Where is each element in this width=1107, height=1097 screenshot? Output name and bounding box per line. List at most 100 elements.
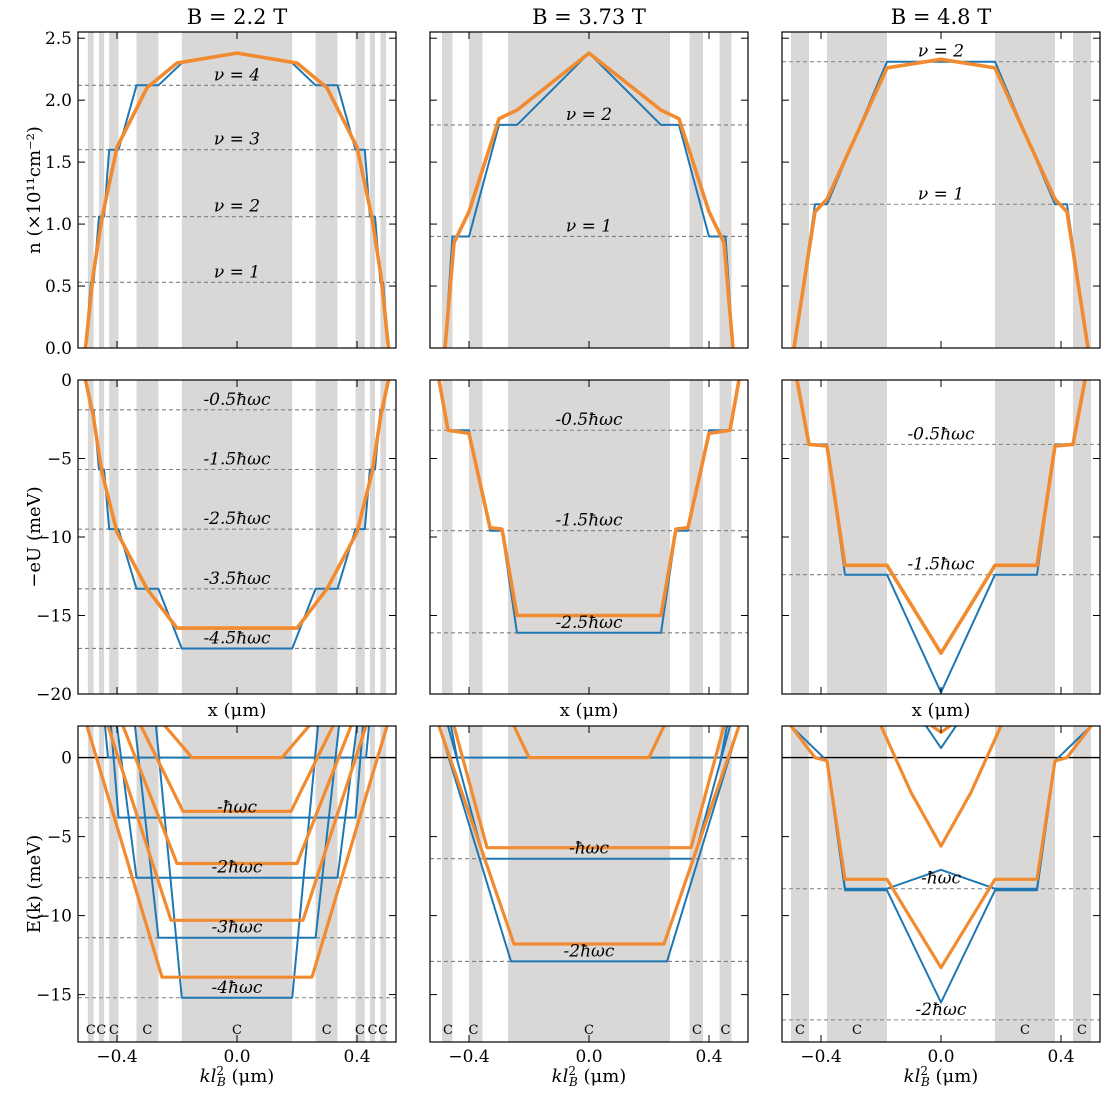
stripe [442, 726, 453, 1042]
band-orange [121, 726, 353, 866]
c-marker: C [378, 1023, 388, 1038]
level-label: -0.5ħωc [555, 410, 623, 430]
stripe [315, 32, 338, 348]
level-label: -1.5ħωc [203, 449, 271, 469]
x-axis-label: x (μm) [912, 700, 971, 721]
c-marker: C [1077, 1023, 1087, 1038]
panel-E-2: -ħωc -2ħωc C C C C −0.4 0.0 0.4 kl2 B (μm) [781, 725, 1101, 1089]
level-label: ν = 2 [214, 197, 260, 217]
stripe [87, 32, 94, 348]
y-tick-label: 0.5 [45, 277, 72, 297]
panel-n-1: ν = 1 ν = 2 [429, 31, 749, 349]
band-orange [512, 726, 666, 760]
c-marker: C [232, 1023, 242, 1038]
level-label: -4.5ħωc [203, 628, 271, 648]
level-label: ν = 3 [214, 130, 260, 150]
stripe [689, 726, 703, 1042]
stripe [995, 32, 1055, 348]
series-orange [795, 380, 1087, 655]
y-tick-label: −15 [36, 986, 72, 1006]
panel-n-0: ν = 1 ν = 2 ν = 3 ν = 4 0.0 0.5 1.0 1.5 2.0 2.5 n … [24, 29, 397, 359]
stripe [87, 726, 94, 1042]
band-orange [879, 726, 1003, 848]
c-marker: C [469, 1023, 479, 1038]
level-label: -0.5ħωc [203, 390, 271, 410]
stripe [469, 726, 483, 1042]
stripe [355, 726, 365, 1042]
stripe [355, 380, 365, 694]
level-label: -2ħωc [212, 858, 263, 878]
y-tick-label: −15 [36, 607, 72, 627]
x-tick-label: −0.4 [800, 1047, 841, 1067]
band-blue [116, 726, 358, 879]
level-label: -2ħωc [564, 941, 615, 961]
panel-U-0: -0.5ħωc -1.5ħωc -2.5ħωc -3.5ħωc -4.5ħωc 0 −5 −1… [24, 371, 397, 721]
level-label: -4ħωc [212, 978, 263, 998]
x-tick-label: 0.0 [927, 1047, 954, 1067]
stripe [315, 380, 338, 694]
c-marker: C [142, 1023, 152, 1038]
column-title: B = 2.2 T [187, 5, 287, 29]
x-tick-label: −0.4 [96, 1047, 137, 1067]
stripe [181, 32, 293, 348]
stripe [99, 32, 105, 348]
x-tick-label: −0.4 [448, 1047, 489, 1067]
x-tick-label: 0.0 [575, 1047, 602, 1067]
level-label: ν = 1 [918, 184, 964, 204]
band-blue [925, 726, 957, 750]
y-axis-label: E(k) (meV) [24, 835, 45, 934]
level-label: -1.5ħωc [555, 511, 623, 531]
x-tick-label: 0.4 [695, 1047, 722, 1067]
column-title: B = 3.73 T [532, 5, 646, 29]
panel-U-2: -0.5ħωc -1.5ħωc x (μm) [781, 379, 1101, 721]
stripe [508, 380, 670, 694]
level-label: ν = 1 [566, 216, 612, 236]
y-tick-label: −10 [36, 907, 72, 927]
series-orange [437, 380, 741, 618]
series-blue [438, 380, 740, 634]
stripe [442, 380, 453, 694]
band-orange [85, 726, 389, 979]
column-title: B = 4.8 T [891, 5, 991, 29]
stripe [827, 380, 887, 694]
x-tick-label: 0.4 [1047, 1047, 1074, 1067]
stripe [791, 380, 809, 694]
panel-E-1: -ħωc -2ħωc C C C C C −0.4 0.0 0.4 kl2 B (μm) [429, 725, 749, 1089]
stripe [109, 726, 119, 1042]
c-marker: C [852, 1023, 862, 1038]
x-tick-label: 0.0 [223, 1047, 250, 1067]
level-label: ν = 2 [566, 105, 612, 125]
stripe [689, 380, 703, 694]
x-tick-label: 0.4 [343, 1047, 370, 1067]
c-marker: C [795, 1023, 805, 1038]
y-tick-label: 1.0 [45, 215, 72, 235]
c-marker: C [355, 1023, 365, 1038]
y-tick-label: −10 [36, 528, 72, 548]
y-tick-label: −20 [36, 685, 72, 705]
c-marker: C [368, 1023, 378, 1038]
level-label: ν = 2 [918, 42, 964, 62]
panel-n-2: ν = 1 ν = 2 [781, 31, 1101, 349]
y-tick-label: 2.5 [45, 29, 72, 49]
level-label: -2ħωc [916, 1000, 967, 1020]
stripe [109, 380, 119, 694]
band-blue [134, 726, 340, 939]
x-axis-label: x (μm) [208, 700, 267, 721]
stripe [380, 32, 387, 348]
stripe [109, 32, 119, 348]
stripe [181, 380, 293, 694]
x-axis-label: kl2 B (μm) [200, 1064, 275, 1089]
level-label: -2.5ħωc [555, 613, 623, 633]
c-marker: C [692, 1023, 702, 1038]
stripe [369, 32, 375, 348]
level-label: -ħωc [569, 839, 610, 859]
c-marker: C [96, 1023, 106, 1038]
band-orange [789, 726, 1093, 970]
c-marker: C [86, 1023, 96, 1038]
x-axis-label: x (μm) [560, 700, 619, 721]
series-blue [793, 60, 1089, 348]
stripe [827, 726, 887, 1042]
c-marker: C [1020, 1023, 1030, 1038]
